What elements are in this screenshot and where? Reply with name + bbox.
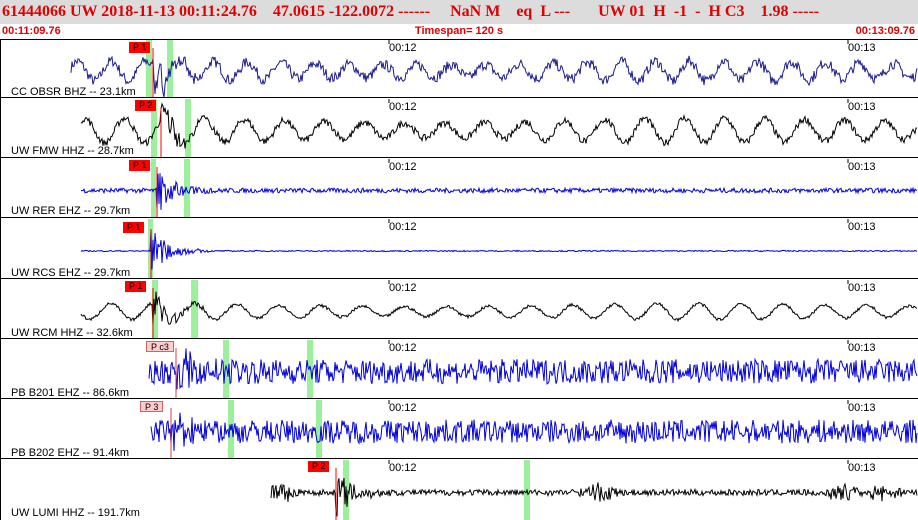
analysis-window-1 (316, 400, 322, 458)
phase-pick-flag[interactable]: P 2 (308, 461, 330, 472)
waveform-trace (148, 340, 918, 398)
analysis-window-0 (146, 40, 152, 97)
waveform-trace (80, 219, 918, 278)
event-dashes: ------ (398, 3, 431, 20)
station-label: UW RCS EHZ -- 29.7km (11, 267, 131, 279)
time-tick-2: 00:13 (848, 161, 876, 173)
time-tick-1: 00:12 (389, 462, 417, 474)
end-time-label: 00:13:09.76 (855, 25, 915, 37)
waveform-line (80, 173, 918, 210)
time-tick-2: 00:13 (848, 402, 876, 414)
waveform-line (148, 348, 918, 390)
waveform-trace (80, 280, 918, 338)
waveform-trace (80, 159, 918, 217)
waveform-line (150, 412, 918, 451)
phase-pick-flag[interactable]: P 1 (125, 281, 147, 292)
event-network: UW (70, 3, 98, 20)
waveform-panel-fmw[interactable]: 00:12 00:13 P 2 UW FMW HHZ -- 28.7km (1, 99, 918, 158)
waveform-panel-b202[interactable]: 00:12 00:13 P 3 PB B202 EHZ -- 91.4km (1, 400, 918, 459)
waveform-trace (80, 99, 918, 157)
waveform-trace (150, 400, 918, 458)
phase-pick-flag[interactable]: P 1 (123, 222, 145, 233)
phase-pick-flag[interactable]: P 2 (135, 100, 157, 111)
phase-pick-flag[interactable]: P c3 (146, 341, 174, 352)
waveform-panel-rcs[interactable]: 00:12 00:13 P 1 UW RCS EHZ -- 29.7km (1, 219, 918, 279)
time-tick-1: 00:12 (389, 342, 417, 354)
waveform-trace (70, 40, 918, 97)
waveform-panel-rer[interactable]: 00:12 00:13 P 1 UW RER EHZ -- 29.7km (1, 159, 918, 218)
time-bar: Timespan= 120 s 00:11:09.76 00:13:09.76 (0, 24, 918, 39)
station-label: CC OBSR BHZ -- 23.1km (11, 86, 136, 98)
time-tick-1: 00:12 (389, 161, 417, 173)
event-location: 47.0615 -122.0072 (272, 3, 395, 20)
timespan-label: Timespan= 120 s (414, 25, 504, 37)
waveform-trace (270, 460, 918, 520)
event-header: 61444066 UW 2018-11-13 00:11:24.76 47.06… (0, 0, 918, 24)
station-label: UW FMW HHZ -- 28.7km (11, 145, 134, 157)
station-label: UW RCM HHZ -- 32.6km (11, 327, 133, 339)
event-value: 1.98 (760, 3, 789, 20)
time-tick-2: 00:13 (848, 462, 876, 474)
time-tick-2: 00:13 (848, 42, 876, 54)
waveform-line (80, 102, 918, 149)
phase-pick-flag[interactable]: P 1 (129, 160, 151, 171)
time-tick-2: 00:13 (848, 282, 876, 294)
time-tick-1: 00:12 (389, 221, 417, 233)
time-tick-1: 00:12 (389, 282, 417, 294)
event-trailing: ----- (792, 3, 820, 20)
waveform-line (80, 291, 918, 325)
event-magnitude: NaN M (450, 3, 501, 20)
waveform-panel-b201[interactable]: 00:12 00:13 P c3 PB B201 EHZ -- 86.6km (1, 340, 918, 399)
waveform-line (70, 55, 918, 97)
waveform-panels: 00:12 00:13 P 1 CC OBSR BHZ -- 23.1km 00… (0, 39, 918, 520)
phase-pick-flag[interactable]: P 1 (129, 42, 151, 53)
analysis-window-1 (191, 280, 198, 338)
time-tick-1: 00:12 (389, 402, 417, 414)
analysis-window-1 (167, 40, 173, 97)
waveform-line (80, 229, 918, 270)
time-tick-2: 00:13 (848, 221, 876, 233)
event-flag: L --- (540, 3, 571, 20)
waveform-panel-rcm[interactable]: 00:12 00:13 P 1 UW RCM HHZ -- 32.6km (1, 280, 918, 339)
time-tick-2: 00:13 (848, 342, 876, 354)
analysis-window-0 (151, 99, 157, 157)
time-tick-1: 00:12 (389, 42, 417, 54)
analysis-window-1 (307, 340, 313, 398)
time-tick-2: 00:13 (848, 101, 876, 113)
event-type: eq (516, 3, 533, 20)
analysis-window-1 (184, 159, 190, 217)
station-label: UW RER EHZ -- 29.7km (11, 205, 131, 217)
time-tick-1: 00:12 (389, 101, 417, 113)
event-datetime: 2018-11-13 00:11:24.76 (101, 3, 257, 20)
analysis-window-1 (185, 99, 191, 157)
station-label: PB B201 EHZ -- 86.6km (11, 387, 129, 399)
phase-pick-flag[interactable]: P 3 (140, 401, 164, 412)
station-label: PB B202 EHZ -- 91.4km (11, 447, 129, 459)
station-label: UW LUMI HHZ -- 191.7km (11, 507, 140, 519)
event-quality: UW 01 H -1 - H C3 (598, 3, 745, 20)
waveform-line (270, 477, 918, 517)
waveform-panel-obsr[interactable]: 00:12 00:13 P 1 CC OBSR BHZ -- 23.1km (1, 40, 918, 98)
start-time-label: 00:11:09.76 (2, 25, 61, 37)
event-id: 61444066 (2, 3, 66, 20)
analysis-window-0 (151, 159, 156, 217)
waveform-panel-lumi[interactable]: 00:12 00:13 P 2 UW LUMI HHZ -- 191.7km (1, 460, 918, 520)
analysis-window-0 (223, 340, 229, 398)
